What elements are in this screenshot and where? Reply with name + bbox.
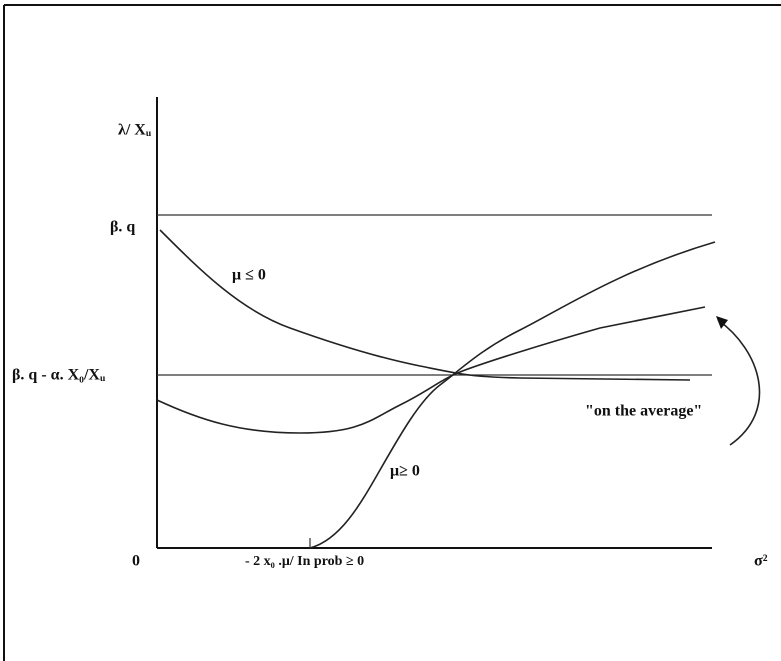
annotation-label: "on the average" [585,403,702,420]
x-axis-label: σ² [754,553,768,570]
x-marker-label: - 2 x₀ .μ/ In prob ≥ 0 [245,554,364,569]
origin-label: 0 [132,553,140,570]
annotation-arrow [718,320,760,445]
level-mid-label: β. q - α. X₀/Xᵤ [12,367,106,384]
curve-negative-label: μ ≤ 0 [232,267,266,284]
curve-mu-negative [160,230,690,380]
y-axis-label: λ/ Xᵤ [118,122,152,139]
diagram: λ/ Xᵤ β. q β. q - α. X₀/Xᵤ 0 - 2 x₀ .μ/ … [0,0,781,661]
curve-mu-positive [310,242,715,548]
curve-positive-label: μ≥ 0 [390,463,420,480]
level-high-label: β. q [110,219,135,236]
